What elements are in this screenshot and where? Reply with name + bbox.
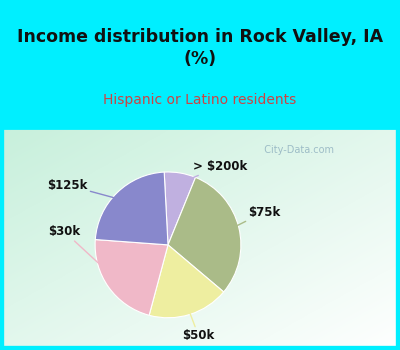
Wedge shape bbox=[149, 245, 224, 318]
Wedge shape bbox=[95, 172, 168, 245]
Wedge shape bbox=[168, 177, 241, 292]
Text: $75k: $75k bbox=[228, 205, 280, 230]
Text: City-Data.com: City-Data.com bbox=[258, 145, 334, 155]
Text: $125k: $125k bbox=[47, 178, 125, 201]
Text: $30k: $30k bbox=[48, 225, 118, 281]
Wedge shape bbox=[95, 239, 168, 315]
Text: Income distribution in Rock Valley, IA
(%): Income distribution in Rock Valley, IA (… bbox=[17, 28, 383, 68]
Text: Hispanic or Latino residents: Hispanic or Latino residents bbox=[103, 93, 297, 107]
Wedge shape bbox=[164, 172, 196, 245]
Text: $50k: $50k bbox=[182, 304, 215, 343]
Text: > $200k: > $200k bbox=[178, 160, 248, 184]
